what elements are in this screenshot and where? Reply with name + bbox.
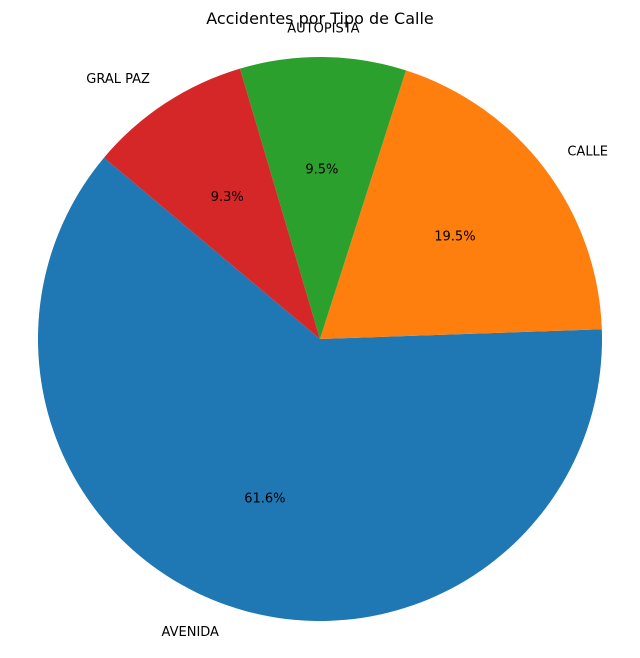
pie-labels: 61.6% AVENIDA 19.5% CALLE 9.5% AUTOPISTA 9.3% G… bbox=[86, 21, 608, 639]
pie-category-label-gral-paz: GRAL PAZ bbox=[86, 72, 150, 87]
pie-category-label-calle: CALLE bbox=[567, 144, 608, 159]
pie-slice-avenida bbox=[37, 157, 602, 622]
pie-slices bbox=[37, 56, 602, 622]
pie-value-label-gral-paz: 9.3% bbox=[211, 190, 244, 205]
pie-value-label-autopista: 9.5% bbox=[305, 162, 338, 177]
pie-slice-autopista bbox=[239, 56, 406, 339]
pie-slice-calle bbox=[320, 70, 602, 340]
pie-category-label-avenida: AVENIDA bbox=[162, 625, 220, 640]
pie-value-label-calle: 19.5% bbox=[434, 229, 475, 244]
pie-value-label-avenida: 61.6% bbox=[244, 491, 285, 506]
pie-category-label-autopista: AUTOPISTA bbox=[287, 21, 359, 36]
pie-slice-gral-paz bbox=[103, 68, 320, 339]
chart-title: Accidentes por Tipo de Calle bbox=[206, 9, 434, 28]
